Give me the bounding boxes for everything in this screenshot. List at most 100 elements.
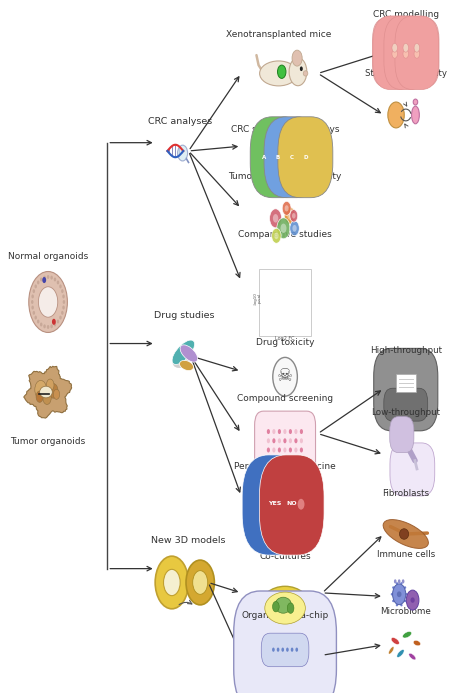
FancyBboxPatch shape [395,374,415,391]
Circle shape [283,439,286,443]
Circle shape [288,429,291,434]
Circle shape [299,429,302,434]
Ellipse shape [390,593,392,595]
Circle shape [393,579,396,584]
Circle shape [287,603,293,613]
Ellipse shape [399,529,408,539]
Text: Co-cultures: Co-cultures [259,552,310,561]
Text: CRC analyses: CRC analyses [147,117,212,126]
Ellipse shape [402,632,411,638]
Text: Stem cell plasticity: Stem cell plasticity [364,69,446,78]
Circle shape [299,67,302,71]
Circle shape [177,145,187,161]
FancyBboxPatch shape [254,411,315,484]
Ellipse shape [179,360,193,371]
Circle shape [186,560,214,605]
Circle shape [272,457,275,462]
Text: CRC signaling pathways: CRC signaling pathways [230,125,339,134]
Circle shape [283,429,286,434]
Text: Tumor organoids: Tumor organoids [10,437,86,446]
Circle shape [277,457,280,462]
Ellipse shape [395,604,397,607]
Circle shape [290,648,293,652]
Ellipse shape [274,598,291,613]
Circle shape [35,285,37,289]
Ellipse shape [404,593,407,595]
Text: NO: NO [286,501,296,507]
Text: Log2 FC: Log2 FC [275,337,294,341]
Circle shape [32,289,35,293]
Ellipse shape [395,582,397,584]
Ellipse shape [412,99,417,105]
Text: YES: YES [268,501,281,507]
Circle shape [59,316,61,319]
Circle shape [50,324,53,328]
Circle shape [299,448,302,452]
Circle shape [62,300,65,304]
Polygon shape [24,366,71,418]
Text: Personalized medicine: Personalized medicine [234,462,335,471]
Ellipse shape [390,638,399,645]
Text: B: B [275,155,279,160]
Text: Normal organoids: Normal organoids [8,253,88,262]
Circle shape [62,294,65,298]
Circle shape [53,389,60,399]
Circle shape [31,300,33,304]
Circle shape [31,305,34,310]
Circle shape [29,271,67,332]
Circle shape [43,276,46,280]
FancyBboxPatch shape [277,117,332,198]
Ellipse shape [180,345,197,362]
Circle shape [288,58,306,86]
Circle shape [299,466,302,471]
Circle shape [283,457,286,462]
FancyBboxPatch shape [383,388,427,421]
Circle shape [37,319,40,323]
Circle shape [277,65,285,78]
Circle shape [266,439,269,443]
Circle shape [42,277,46,283]
Text: CRC modelling: CRC modelling [372,10,438,19]
Circle shape [276,648,279,652]
Circle shape [269,209,281,228]
Circle shape [387,102,404,128]
Ellipse shape [403,586,405,589]
Circle shape [61,289,63,293]
Circle shape [280,223,286,233]
FancyBboxPatch shape [394,16,438,90]
Circle shape [413,44,419,52]
Circle shape [293,439,297,443]
Circle shape [282,201,290,215]
Text: ☠: ☠ [276,367,293,384]
FancyBboxPatch shape [250,117,304,198]
FancyBboxPatch shape [233,591,336,694]
Circle shape [163,569,180,595]
Text: Xenotransplanted mice: Xenotransplanted mice [225,30,330,39]
Circle shape [40,278,42,282]
Circle shape [292,225,296,232]
Circle shape [391,44,397,52]
Circle shape [272,466,275,471]
Circle shape [38,287,58,317]
Text: Drug studies: Drug studies [153,312,214,321]
Circle shape [273,232,278,239]
Circle shape [56,280,59,285]
Circle shape [36,391,43,403]
Text: Microbiome: Microbiome [379,607,430,616]
Text: Tumor cell heterogeneity: Tumor cell heterogeneity [228,172,341,181]
FancyBboxPatch shape [263,117,318,198]
Ellipse shape [399,582,402,584]
Ellipse shape [259,586,310,630]
Circle shape [50,276,53,280]
Circle shape [277,466,280,471]
FancyBboxPatch shape [389,416,413,452]
Text: Drug toxicity: Drug toxicity [255,338,313,346]
Ellipse shape [413,641,420,645]
Circle shape [266,429,269,434]
Text: Comparative studies: Comparative studies [238,230,331,239]
Circle shape [288,439,291,443]
Circle shape [43,391,51,405]
Circle shape [35,380,46,399]
Text: A: A [261,155,265,160]
Circle shape [272,429,275,434]
